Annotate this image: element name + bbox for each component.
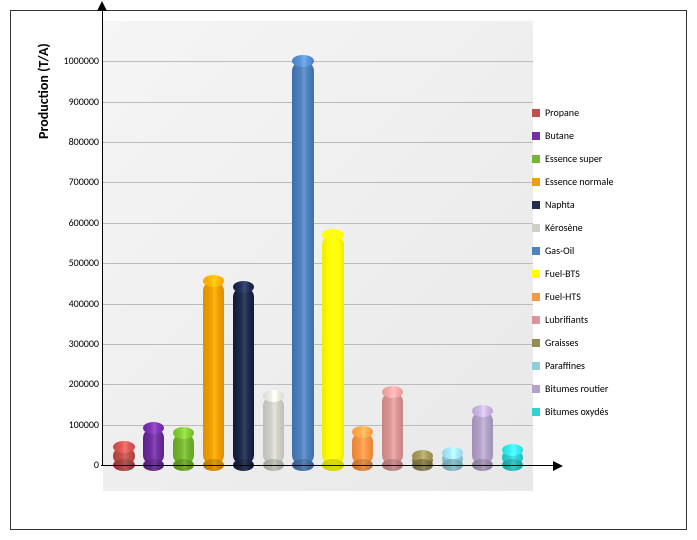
legend-label: Gas-Oil	[545, 244, 574, 257]
legend-item: Bitumes routier	[532, 382, 680, 395]
legend-item: Butane	[532, 129, 680, 142]
bar-cylinder	[502, 450, 523, 465]
legend-item: Naphta	[532, 198, 680, 211]
bar	[171, 21, 197, 465]
y-tick-label: 200000	[47, 379, 99, 389]
legend-item: Gas-Oil	[532, 244, 680, 257]
legend-label: Fuel-BTS	[545, 267, 580, 280]
legend-marker	[532, 224, 540, 232]
y-tick-label: 900000	[47, 97, 99, 107]
bar-cylinder	[352, 432, 373, 465]
chart-container: Production (T/A) 0 100000 200000 300000 4000…	[10, 10, 687, 530]
y-axis-arrow	[97, 1, 107, 11]
legend-marker	[532, 247, 540, 255]
y-tick-label: 1000000	[47, 56, 99, 66]
legend-marker	[532, 109, 540, 117]
legend-marker	[532, 339, 540, 347]
bar	[439, 21, 465, 465]
legend-label: Essence normale	[545, 175, 613, 188]
bar-cylinder	[113, 447, 134, 465]
bar-cylinder	[322, 235, 343, 465]
legend-item: Essence normale	[532, 175, 680, 188]
legend-marker	[532, 362, 540, 370]
legend-item: Bitumes oxydés	[532, 405, 680, 418]
bar-cylinder	[472, 411, 493, 465]
y-tick-label: 800000	[47, 137, 99, 147]
bar	[230, 21, 256, 465]
legend-item: Propane	[532, 106, 680, 119]
y-tick-label: 300000	[47, 339, 99, 349]
y-tick-label: 600000	[47, 218, 99, 228]
y-tick-label: 100000	[47, 420, 99, 430]
legend-label: Bitumes oxydés	[545, 405, 608, 418]
bar	[469, 21, 495, 465]
legend-item: Essence super	[532, 152, 680, 165]
legend-label: Kérosène	[545, 221, 583, 234]
bar	[350, 21, 376, 465]
bar-cylinder	[143, 428, 164, 465]
bar	[290, 21, 316, 465]
bar-cylinder	[203, 281, 224, 465]
legend-marker	[532, 201, 540, 209]
y-axis-ticks: 0 100000 200000 300000 400000 500000 600000 700…	[46, 21, 101, 491]
legend-label: Essence super	[545, 152, 602, 165]
bar-cylinder	[233, 287, 254, 465]
legend-label: Naphta	[545, 198, 575, 211]
legend-marker	[532, 270, 540, 278]
bar	[410, 21, 436, 465]
legend-marker	[532, 155, 540, 163]
legend-item: Graisses	[532, 336, 680, 349]
legend-item: Fuel-HTS	[532, 290, 680, 303]
legend-item: Kérosène	[532, 221, 680, 234]
legend-label: Propane	[545, 106, 579, 119]
bar	[141, 21, 167, 465]
legend-marker	[532, 316, 540, 324]
bar-cylinder	[382, 392, 403, 465]
legend-marker	[532, 385, 540, 393]
legend-label: Fuel-HTS	[545, 290, 581, 303]
chart-legend: Propane Butane Essence super Essence normal…	[532, 106, 680, 418]
legend-label: Butane	[545, 129, 574, 142]
legend-marker	[532, 178, 540, 186]
chart-plot-area	[103, 21, 533, 491]
bar	[201, 21, 227, 465]
legend-item: Lubrifiants	[532, 313, 680, 326]
legend-item: Paraffines	[532, 359, 680, 372]
bar-cylinder	[292, 61, 313, 465]
bar-cylinder	[442, 453, 463, 465]
x-axis-arrow	[553, 461, 563, 471]
bar	[260, 21, 286, 465]
bar	[320, 21, 346, 465]
bars-container	[103, 21, 533, 465]
legend-marker	[532, 132, 540, 140]
bar-cylinder	[412, 456, 433, 465]
bar	[499, 21, 525, 465]
legend-marker	[532, 293, 540, 301]
legend-label: Paraffines	[545, 359, 585, 372]
x-axis-line	[101, 465, 556, 466]
legend-label: Lubrifiants	[545, 313, 588, 326]
bar-cylinder	[263, 396, 284, 465]
y-axis-label-wrapper: Production (T/A)	[27, 121, 47, 241]
bar	[111, 21, 137, 465]
legend-marker	[532, 408, 540, 416]
y-tick-label: 0	[47, 460, 99, 470]
bar	[380, 21, 406, 465]
bar-cylinder	[173, 433, 194, 465]
y-tick-label: 400000	[47, 299, 99, 309]
y-tick-label: 500000	[47, 258, 99, 268]
legend-item: Fuel-BTS	[532, 267, 680, 280]
legend-label: Bitumes routier	[545, 382, 608, 395]
y-tick-label: 700000	[47, 177, 99, 187]
legend-label: Graisses	[545, 336, 578, 349]
